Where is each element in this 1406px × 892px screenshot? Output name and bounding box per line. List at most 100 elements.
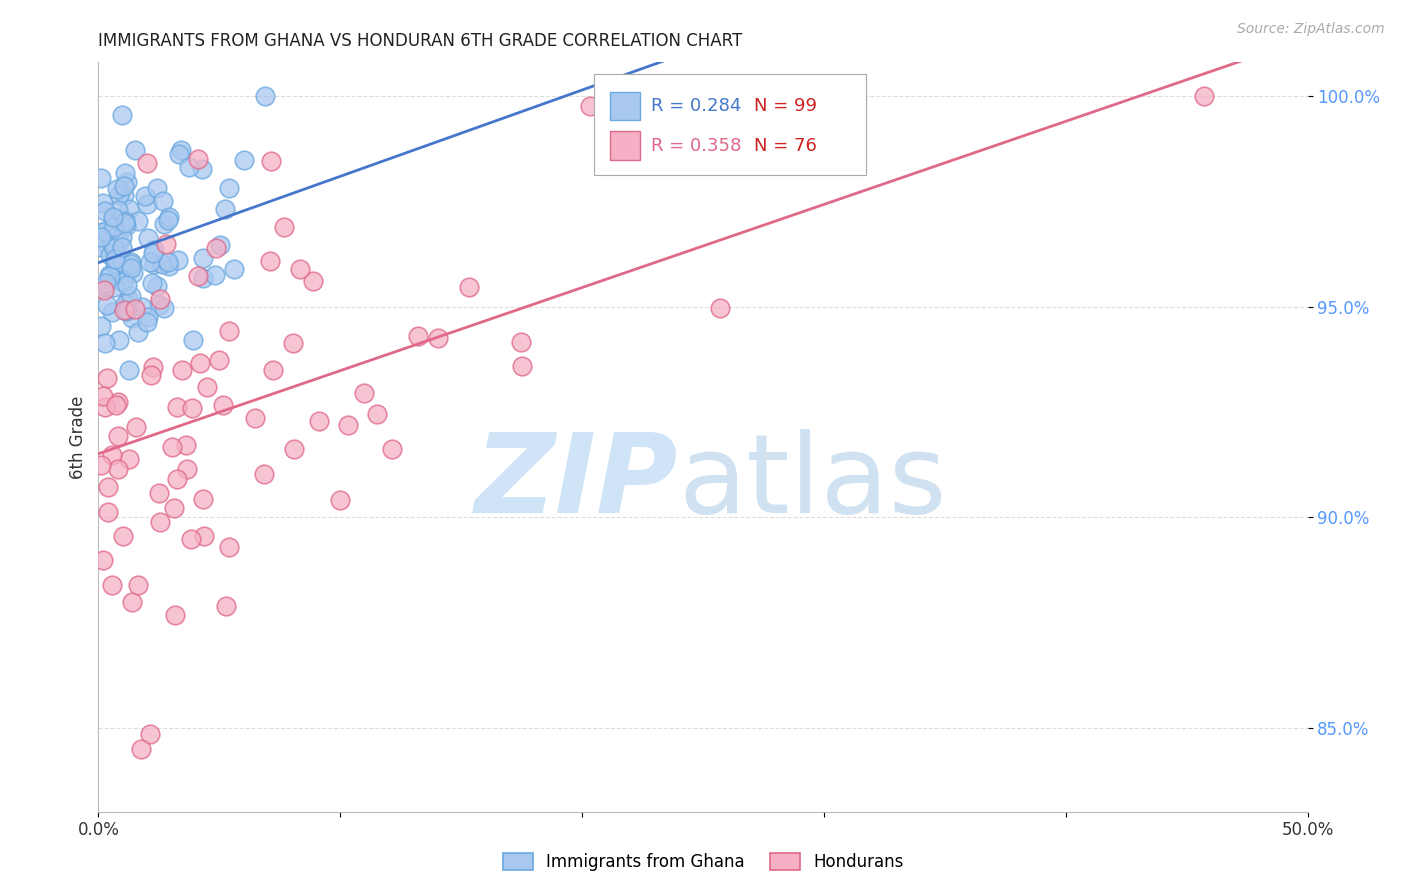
Point <box>510 359 533 374</box>
Text: N = 99: N = 99 <box>754 97 817 115</box>
Point <box>208 352 231 367</box>
Point <box>114 214 136 228</box>
Point <box>121 595 143 609</box>
Point <box>90 318 112 333</box>
Point <box>94 204 117 219</box>
Point <box>107 202 129 217</box>
Point <box>218 324 240 338</box>
Point <box>1192 89 1215 103</box>
Point <box>111 108 134 122</box>
Point <box>107 394 129 409</box>
Point <box>112 188 135 202</box>
Point <box>155 236 177 251</box>
Point <box>93 283 115 297</box>
Point <box>150 257 173 271</box>
Point <box>120 257 142 271</box>
Point <box>101 236 124 251</box>
Point <box>112 178 135 193</box>
Point <box>103 220 125 235</box>
Point <box>90 225 112 239</box>
Point <box>136 155 159 169</box>
Point <box>141 368 163 383</box>
Point <box>195 380 218 394</box>
Point <box>104 252 127 267</box>
Point <box>283 335 305 350</box>
Point <box>117 303 139 318</box>
Text: IMMIGRANTS FROM GHANA VS HONDURAN 6TH GRADE CORRELATION CHART: IMMIGRANTS FROM GHANA VS HONDURAN 6TH GR… <box>98 32 742 50</box>
Point <box>169 143 191 157</box>
FancyBboxPatch shape <box>610 131 640 160</box>
Point <box>211 398 233 412</box>
Point <box>122 266 145 280</box>
Point <box>146 278 169 293</box>
Point <box>101 578 124 592</box>
Point <box>97 226 120 240</box>
Point <box>98 268 121 283</box>
Point <box>111 529 134 543</box>
Point <box>105 257 128 271</box>
Point <box>114 166 136 180</box>
Point <box>104 398 127 412</box>
Point <box>366 407 388 421</box>
Point <box>111 254 134 268</box>
Point <box>308 414 330 428</box>
Point <box>174 437 197 451</box>
Text: Source: ZipAtlas.com: Source: ZipAtlas.com <box>1237 22 1385 37</box>
Point <box>135 196 157 211</box>
Point <box>157 210 180 224</box>
Point <box>166 252 188 267</box>
Point <box>134 188 156 202</box>
Point <box>187 269 209 284</box>
Point <box>262 363 284 377</box>
Point <box>218 181 240 195</box>
Point <box>301 274 323 288</box>
Point <box>96 276 118 290</box>
Point <box>142 245 165 260</box>
Point <box>125 420 148 434</box>
Point <box>98 248 121 262</box>
Point <box>152 194 174 208</box>
Point <box>118 202 141 216</box>
Point <box>107 429 129 443</box>
Point <box>157 259 180 273</box>
Point <box>114 297 136 311</box>
Point <box>142 244 165 258</box>
Point <box>180 532 202 546</box>
Text: R = 0.358: R = 0.358 <box>651 136 741 154</box>
Point <box>142 360 165 375</box>
Point <box>510 335 533 350</box>
Point <box>222 262 245 277</box>
Point <box>273 219 295 234</box>
Point <box>243 411 266 425</box>
Point <box>108 187 131 202</box>
Point <box>153 217 176 231</box>
Point <box>148 486 170 500</box>
Point <box>97 480 120 494</box>
Point <box>183 333 205 347</box>
Point <box>103 241 125 255</box>
Point <box>191 492 214 507</box>
Point <box>117 362 139 376</box>
Point <box>288 261 311 276</box>
Point <box>188 356 211 370</box>
Point <box>111 276 134 290</box>
Point <box>115 277 138 292</box>
Point <box>427 331 450 345</box>
Point <box>90 240 112 254</box>
Text: ZIP: ZIP <box>475 428 679 535</box>
Point <box>124 143 146 157</box>
Point <box>252 467 274 481</box>
Point <box>709 301 731 315</box>
Point <box>233 153 256 167</box>
Point <box>120 289 142 303</box>
Point <box>114 267 136 281</box>
Point <box>329 492 352 507</box>
Point <box>153 301 176 315</box>
Point <box>94 400 117 414</box>
FancyBboxPatch shape <box>595 74 866 175</box>
Point <box>131 300 153 314</box>
Point <box>166 401 188 415</box>
FancyBboxPatch shape <box>610 92 640 120</box>
Point <box>101 211 124 225</box>
Point <box>138 310 160 324</box>
